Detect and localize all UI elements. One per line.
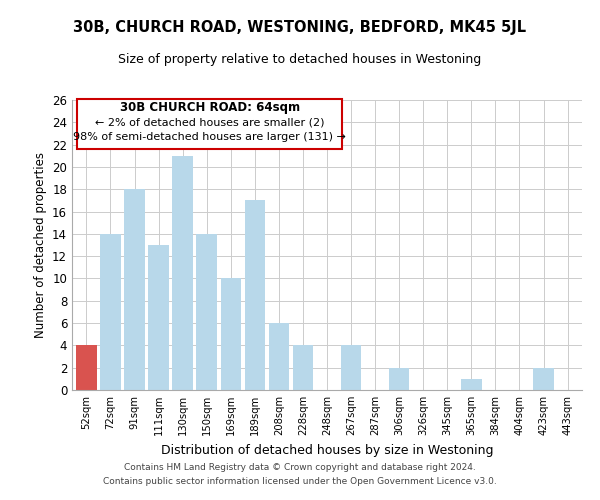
- Bar: [124, 189, 145, 390]
- Text: ← 2% of detached houses are smaller (2): ← 2% of detached houses are smaller (2): [95, 118, 325, 128]
- Bar: [76, 346, 97, 390]
- Y-axis label: Number of detached properties: Number of detached properties: [34, 152, 47, 338]
- Text: Contains HM Land Registry data © Crown copyright and database right 2024.: Contains HM Land Registry data © Crown c…: [124, 464, 476, 472]
- Bar: [100, 234, 121, 390]
- Text: Size of property relative to detached houses in Westoning: Size of property relative to detached ho…: [118, 52, 482, 66]
- Bar: [196, 234, 217, 390]
- Bar: [172, 156, 193, 390]
- Bar: [245, 200, 265, 390]
- Bar: [148, 245, 169, 390]
- Text: 30B, CHURCH ROAD, WESTONING, BEDFORD, MK45 5JL: 30B, CHURCH ROAD, WESTONING, BEDFORD, MK…: [73, 20, 527, 35]
- Text: 30B CHURCH ROAD: 64sqm: 30B CHURCH ROAD: 64sqm: [119, 102, 300, 114]
- X-axis label: Distribution of detached houses by size in Westoning: Distribution of detached houses by size …: [161, 444, 493, 456]
- Text: 98% of semi-detached houses are larger (131) →: 98% of semi-detached houses are larger (…: [73, 132, 346, 142]
- Bar: [389, 368, 409, 390]
- Bar: [221, 278, 241, 390]
- Bar: [461, 379, 482, 390]
- Text: Contains public sector information licensed under the Open Government Licence v3: Contains public sector information licen…: [103, 477, 497, 486]
- Bar: [293, 346, 313, 390]
- Bar: [533, 368, 554, 390]
- Bar: [341, 346, 361, 390]
- Bar: [269, 323, 289, 390]
- FancyBboxPatch shape: [77, 98, 342, 150]
